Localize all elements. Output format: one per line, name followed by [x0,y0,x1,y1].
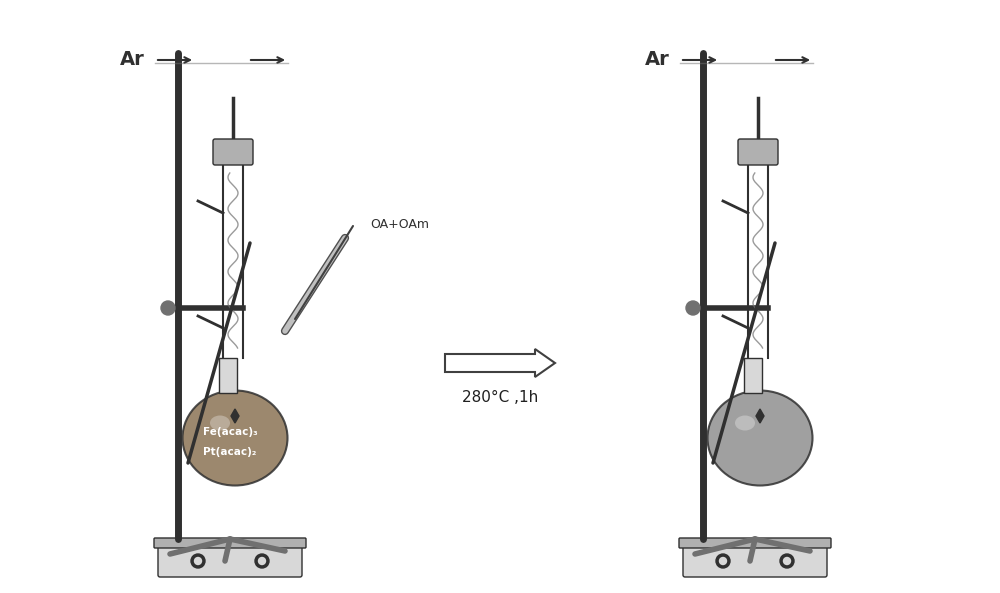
Text: Ar: Ar [645,50,670,69]
Ellipse shape [210,416,230,431]
Text: Fe(acac)₃: Fe(acac)₃ [203,427,257,437]
Polygon shape [231,409,239,423]
Ellipse shape [735,416,755,431]
FancyBboxPatch shape [679,538,831,548]
FancyBboxPatch shape [158,545,302,577]
Ellipse shape [182,391,288,486]
FancyBboxPatch shape [213,139,253,165]
FancyArrow shape [445,349,555,377]
Circle shape [686,301,700,315]
Circle shape [191,554,205,568]
Polygon shape [756,409,764,423]
FancyBboxPatch shape [683,545,827,577]
Circle shape [784,557,790,565]
Text: OA+OAm: OA+OAm [370,218,429,231]
Circle shape [255,554,269,568]
Text: Pt(acac)₂: Pt(acac)₂ [203,447,257,457]
Text: 280°C ,1h: 280°C ,1h [462,391,538,406]
Circle shape [194,557,201,565]
Text: Ar: Ar [120,50,145,69]
Bar [219,358,237,393]
Circle shape [780,554,794,568]
FancyBboxPatch shape [154,538,306,548]
Bar [744,358,762,393]
FancyBboxPatch shape [738,139,778,165]
Circle shape [720,557,726,565]
Circle shape [258,557,266,565]
Circle shape [161,301,175,315]
Ellipse shape [708,391,812,486]
Circle shape [716,554,730,568]
